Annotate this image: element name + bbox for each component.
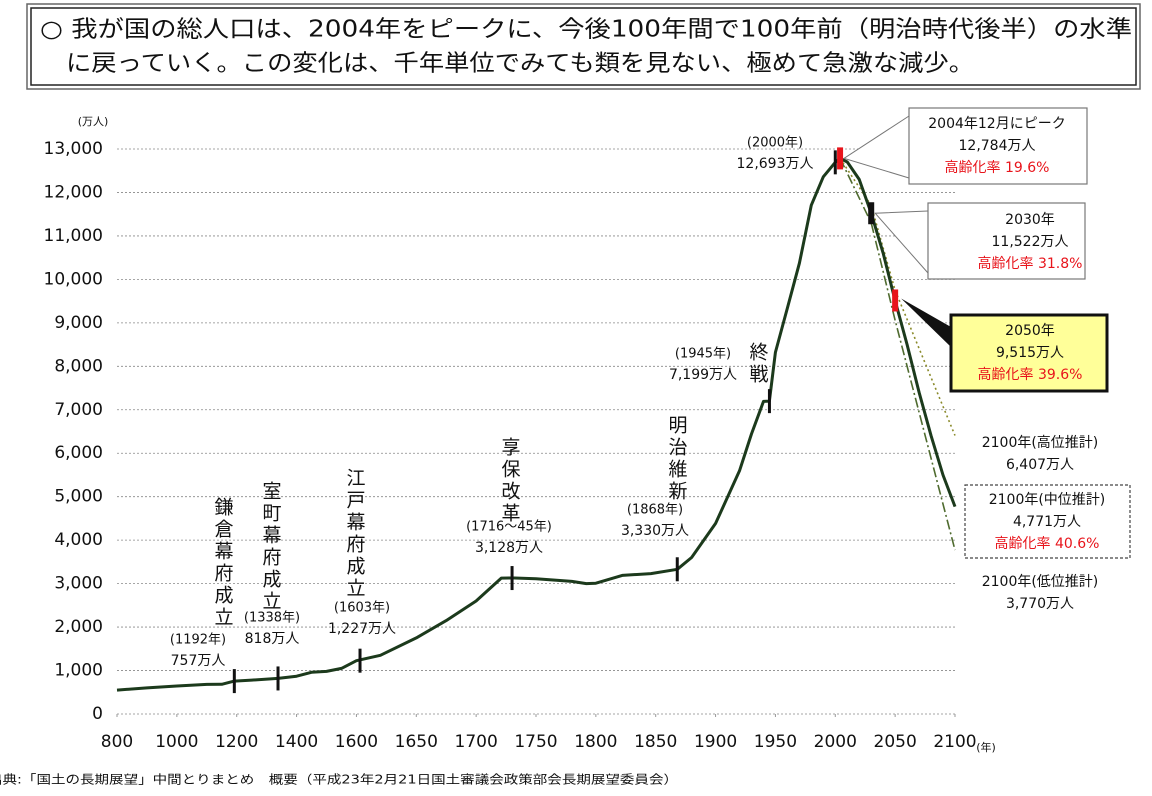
y-tick-label: 3,000	[54, 574, 103, 594]
callout-value: 11,522万人	[992, 234, 1069, 250]
x-tick-label: 1600	[335, 732, 378, 752]
event-year: (1603年)	[334, 601, 390, 616]
x-tick-label: 1750	[514, 732, 557, 752]
event-name: 終戦	[747, 342, 769, 386]
y-tick-label: 4,000	[54, 530, 103, 550]
event-name: 享保改革	[499, 437, 521, 525]
y-unit: (万人)	[78, 115, 109, 128]
y-tick-label: 13,000	[44, 139, 103, 159]
event-year: (2000年)	[747, 136, 803, 151]
event-year: (1868年)	[627, 503, 683, 518]
event-year: (1338年)	[244, 611, 300, 626]
callout-heading: 2030年	[1005, 212, 1055, 228]
event-year: (1192年)	[170, 633, 226, 648]
y-tick-label: 1,000	[54, 661, 103, 681]
title-frame-inner	[30, 7, 1137, 86]
callout-connector	[842, 115, 910, 179]
event-value: 757万人	[171, 653, 226, 669]
callout-box	[927, 202, 1086, 280]
title-line: に戻っていく。この変化は、千年単位でみても類を見ない、極めて急激な減少。	[66, 51, 974, 77]
title-frame	[26, 3, 1141, 90]
event-value: 818万人	[245, 631, 300, 647]
callout-connector	[874, 210, 929, 274]
x-tick-label: 800	[101, 732, 133, 752]
event-value: 3,330万人	[621, 523, 689, 539]
callout-aging: 高齢化率 40.6%	[995, 535, 1100, 552]
y-tick-label: 10,000	[44, 269, 103, 289]
callout-aging: 高齢化率 39.6%	[978, 366, 1083, 383]
event-name: 明治維新	[666, 415, 688, 503]
x-tick-label: 2050	[874, 732, 917, 752]
callout-value: 9,515万人	[996, 345, 1064, 361]
callout-pointer	[901, 298, 951, 347]
callout-heading: 2100年(中位推計)	[989, 492, 1106, 508]
callout-heading: 2004年12月にピーク	[928, 116, 1065, 132]
x-tick-label: 1950	[754, 732, 797, 752]
y-tick-label: 11,000	[44, 226, 103, 246]
y-tick-label: 8,000	[54, 356, 103, 376]
event-value: 12,693万人	[737, 156, 814, 172]
event-name: 室町幕府成立	[260, 481, 282, 613]
x-tick-label: 1000	[155, 732, 198, 752]
event-value: 1,227万人	[328, 621, 396, 637]
x-tick-label: 2000	[814, 732, 857, 752]
series-line	[116, 156, 957, 692]
y-tick-label: 6,000	[54, 443, 103, 463]
callout-box	[949, 313, 1109, 393]
x-unit: (年)	[976, 740, 996, 754]
callout-marker	[868, 202, 875, 225]
x-tick-label: 1800	[574, 732, 617, 752]
callout-aging: 高齢化率 19.6%	[945, 159, 1050, 176]
callout-value: 12,784万人	[959, 138, 1036, 154]
event-name: 江戸幕府成立	[344, 468, 366, 600]
source: 出典:「国土の長期展望」中間とりまとめ 概要（平成23年2月21日国土審議会政策…	[0, 772, 678, 787]
event-name: 鎌倉幕府成立	[212, 497, 234, 629]
x-tick-label: 1900	[694, 732, 737, 752]
series-line	[839, 157, 956, 436]
callout-heading: 2100年(高位推計)	[982, 434, 1099, 451]
y-tick-label: 9,000	[54, 313, 103, 333]
callout-box	[964, 484, 1131, 559]
x-tick-label: 1700	[455, 732, 498, 752]
callout-marker	[837, 147, 844, 170]
event-year: (1716～45年)	[466, 520, 552, 535]
callout-value: 6,407万人	[1006, 457, 1074, 473]
callout-heading: 2100年(低位推計)	[982, 574, 1099, 590]
callout-aging: 高齢化率 31.8%	[978, 255, 1083, 272]
callout-box	[908, 107, 1088, 185]
event-year: (1945年)	[675, 347, 731, 362]
event-value: 7,199万人	[669, 367, 737, 383]
y-tick-label: 12,000	[44, 182, 103, 202]
y-tick-label: 2,000	[54, 617, 103, 637]
x-tick-label: 1200	[215, 732, 258, 752]
callout-value: 4,771万人	[1013, 514, 1081, 530]
callout-value: 3,770万人	[1006, 596, 1074, 612]
y-tick-label: 7,000	[54, 400, 103, 420]
x-tick-label: 1850	[634, 732, 677, 752]
y-tick-label: 5,000	[54, 487, 103, 507]
callout-marker	[892, 289, 899, 312]
x-tick-label: 2100	[933, 732, 976, 752]
event-value: 3,128万人	[475, 540, 543, 556]
title-line: ○ 我が国の総人口は、2004年をピークに、今後100年間で100年前（明治時代…	[40, 17, 1132, 43]
x-tick-label: 1650	[395, 732, 438, 752]
y-tick-label: 0	[92, 704, 103, 724]
x-tick-label: 1400	[275, 732, 318, 752]
callout-heading: 2050年	[1005, 323, 1055, 339]
series-line	[839, 158, 956, 551]
